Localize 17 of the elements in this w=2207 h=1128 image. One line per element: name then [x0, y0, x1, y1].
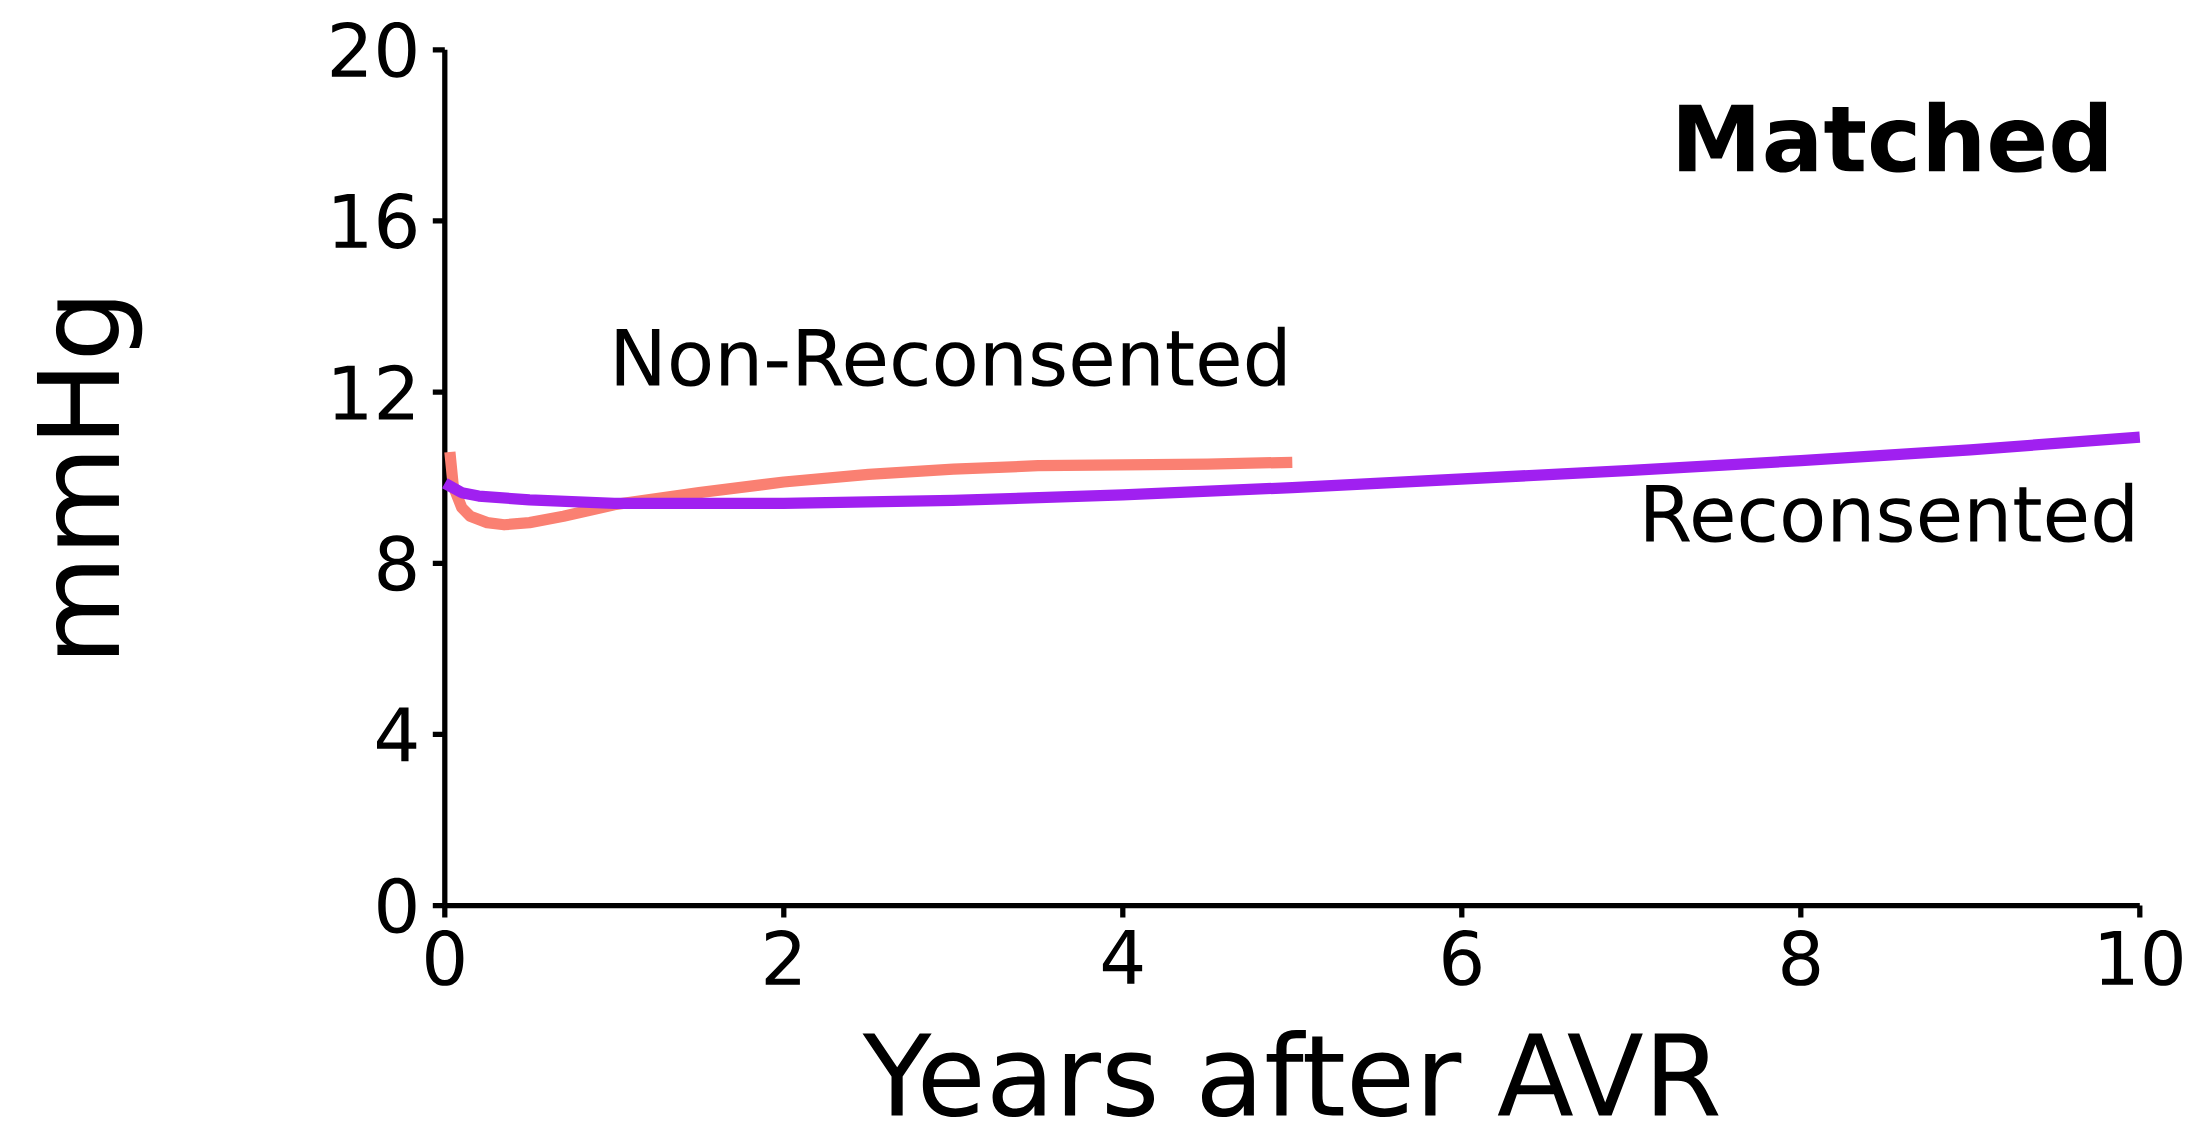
chart-title: Matched — [1679, 101, 2107, 173]
x-tick-label: 4 — [1102, 930, 1143, 984]
y-tick-label: 4 — [377, 707, 417, 762]
y-tick-label: 20 — [331, 21, 416, 78]
y-tick-label: 0 — [378, 877, 416, 934]
x-tick-label: 2 — [765, 930, 800, 985]
x-tick-label: 0 — [426, 930, 464, 986]
y-tick-label: 12 — [334, 364, 413, 420]
series-label: Reconsented — [1646, 482, 2133, 543]
x-tick-label: 8 — [1782, 930, 1820, 986]
x-tick-label: 6 — [1443, 930, 1481, 986]
x-tick-label: 10 — [2100, 930, 2182, 986]
y-tick-label: 16 — [334, 193, 416, 249]
x-axis-title: Years after AVR — [862, 1029, 1719, 1118]
y-axis-title: mmHg — [36, 300, 143, 656]
y-tick-label: 8 — [378, 535, 416, 592]
series-label: Non-Reconsented — [616, 326, 1285, 387]
